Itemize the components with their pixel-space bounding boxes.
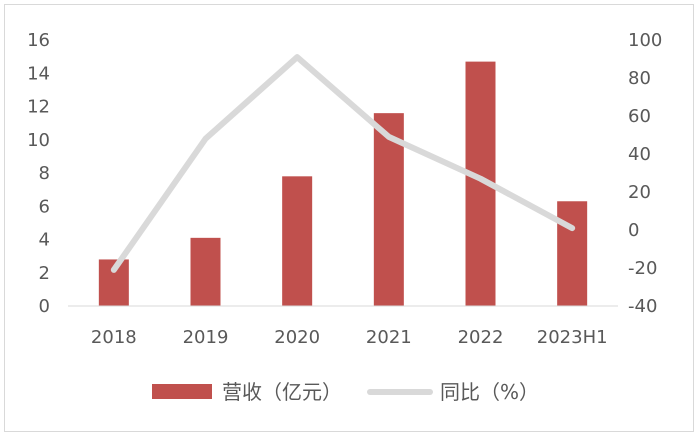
- right-axis-ticks: -40 -20 0 20 40 60 80 100: [628, 30, 662, 317]
- legend-swatch-revenue: [152, 384, 212, 399]
- legend-label-revenue: 营收（亿元）: [222, 380, 342, 404]
- x-tick-label: 2023H1: [537, 327, 608, 348]
- x-axis-ticks: 2018 2019 2020 2021 2022 2023H1: [91, 327, 608, 348]
- bar-2023h1: [557, 201, 588, 306]
- line-series: [110, 54, 576, 273]
- bar-2019: [190, 237, 221, 306]
- bar-2021: [373, 113, 404, 307]
- right-tick-label: 40: [628, 144, 651, 165]
- yoy-line: [110, 54, 576, 273]
- legend: 营收（亿元） 同比（%）: [152, 380, 539, 404]
- left-tick-label: 0: [39, 296, 50, 317]
- left-tick-label: 8: [39, 163, 50, 184]
- right-tick-label: -40: [628, 296, 657, 317]
- right-tick-label: 20: [628, 182, 651, 203]
- x-tick-label: 2021: [366, 327, 412, 348]
- legend-label-yoy: 同比（%）: [440, 380, 539, 404]
- x-tick-label: 2020: [274, 327, 320, 348]
- right-tick-label: 60: [628, 106, 651, 127]
- x-tick-label: 2019: [183, 327, 229, 348]
- x-tick-label: 2022: [458, 327, 504, 348]
- left-tick-label: 16: [27, 30, 50, 51]
- right-tick-label: 100: [628, 30, 662, 51]
- right-tick-label: 0: [628, 220, 639, 241]
- left-tick-label: 14: [27, 63, 50, 84]
- bar-series: [98, 61, 588, 307]
- left-axis-ticks: 0 2 4 6 8 10 12 14 16: [27, 30, 50, 317]
- right-tick-label: -20: [628, 258, 657, 279]
- bar-2020: [282, 176, 313, 306]
- left-tick-label: 4: [39, 230, 50, 251]
- right-tick-label: 80: [628, 68, 651, 89]
- x-tick-label: 2018: [91, 327, 137, 348]
- left-tick-label: 2: [39, 263, 50, 284]
- left-tick-label: 6: [39, 196, 50, 217]
- left-tick-label: 12: [27, 97, 50, 118]
- left-tick-label: 10: [27, 130, 50, 151]
